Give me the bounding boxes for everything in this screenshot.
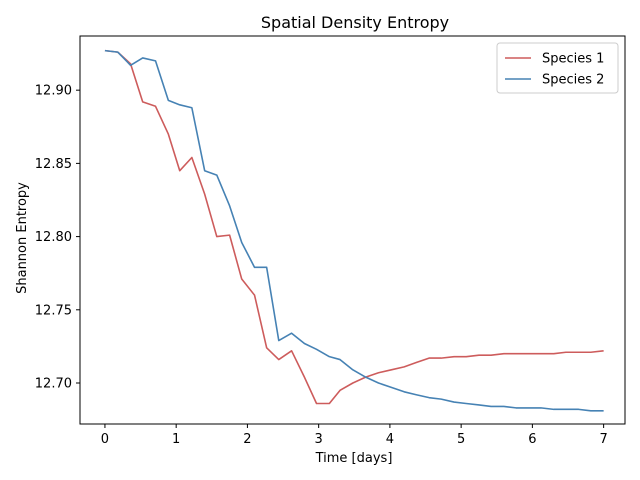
series-layer (104, 49, 604, 412)
legend-label-2: Species 2 (542, 73, 604, 88)
legend-label-1: Species 1 (542, 52, 604, 67)
legend: Species 1 Species 2 (496, 42, 619, 94)
x-tick-label: 5 (457, 432, 465, 447)
y-axis-ticks: 12.70 12.75 12.80 12.85 12.90 (35, 84, 80, 392)
y-tick-label: 12.75 (35, 303, 72, 318)
x-tick-label: 3 (315, 432, 323, 447)
legend-box (496, 42, 619, 94)
x-tick-label: 2 (243, 432, 251, 447)
y-tick-label: 12.85 (35, 157, 72, 172)
y-tick-label: 12.90 (35, 84, 72, 99)
x-axis-label: Time [days] (315, 451, 393, 466)
series-line-1 (104, 49, 604, 405)
x-tick-label: 1 (172, 432, 180, 447)
x-tick-label: 6 (528, 432, 536, 447)
plot-area-frame (79, 35, 626, 425)
x-tick-label: 4 (386, 432, 394, 447)
y-axis-label: Shannon Entropy (15, 182, 30, 294)
chart-title: Spatial Density Entropy (261, 13, 449, 32)
x-tick-label: 7 (599, 432, 607, 447)
series-line-2 (104, 49, 604, 412)
y-tick-label: 12.80 (35, 230, 72, 245)
y-tick-label: 12.70 (35, 377, 72, 392)
x-axis-ticks: 0 1 2 3 4 5 6 7 (101, 424, 608, 447)
x-tick-label: 0 (101, 432, 109, 447)
